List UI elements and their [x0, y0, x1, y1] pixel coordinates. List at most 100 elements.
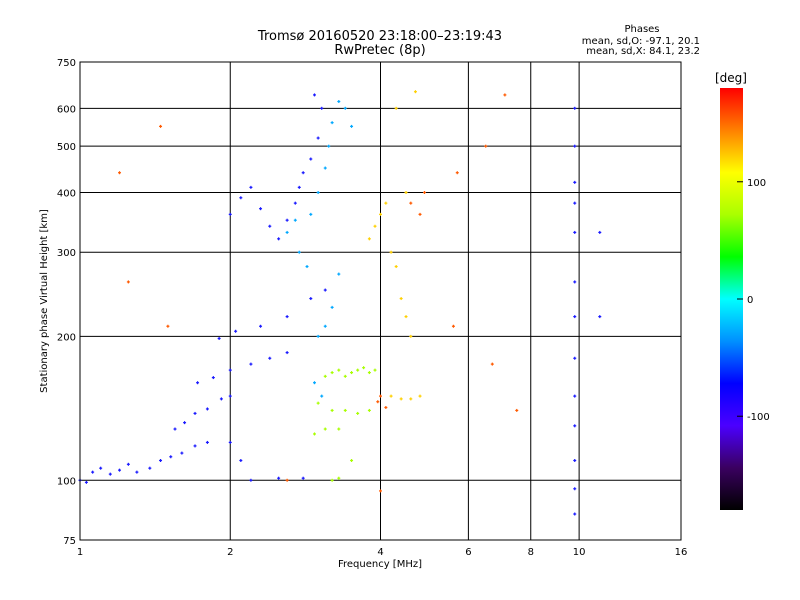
data-point	[166, 324, 170, 328]
data-point	[343, 374, 347, 378]
grid-lines	[80, 62, 681, 540]
data-point	[228, 368, 232, 372]
data-points	[78, 90, 602, 516]
y-tick-label: 75	[63, 536, 76, 547]
data-point	[293, 201, 297, 205]
data-point	[312, 381, 316, 385]
data-point	[327, 144, 331, 148]
y-tick-label: 750	[57, 58, 76, 69]
data-point	[455, 171, 459, 175]
data-point	[515, 408, 519, 412]
colorbar-unit: [deg]	[715, 71, 747, 85]
data-point	[394, 106, 398, 110]
tick-labels: 1 2 4 6 8 10 16 75 100 200 300 400 500 600 750	[57, 58, 687, 558]
data-point	[362, 366, 366, 370]
data-point	[183, 421, 187, 425]
data-point	[330, 121, 334, 125]
data-point	[337, 272, 341, 276]
data-point	[343, 408, 347, 412]
data-point	[490, 362, 494, 366]
data-point	[301, 171, 305, 175]
data-point	[573, 315, 577, 319]
stats-o-line: mean, sd,O: -97.1, 20.1	[582, 36, 700, 47]
data-point	[239, 196, 243, 200]
data-point	[379, 212, 382, 216]
data-point	[413, 90, 417, 94]
colorbar-tick-label: -100	[747, 412, 770, 423]
data-point	[249, 185, 253, 189]
data-point	[159, 458, 163, 462]
data-point	[389, 250, 393, 254]
data-point	[173, 427, 177, 431]
data-point	[573, 144, 577, 148]
data-point	[169, 455, 173, 459]
data-point	[268, 224, 272, 228]
data-point	[305, 265, 309, 269]
data-point	[323, 324, 327, 328]
colorbar-tick-label: 100	[747, 178, 766, 189]
data-point	[312, 93, 316, 97]
data-point	[249, 362, 253, 366]
data-point	[573, 280, 577, 284]
colorbar	[720, 88, 743, 510]
data-point	[293, 218, 297, 222]
x-tick-label: 4	[377, 547, 383, 558]
chart-title: Tromsø 20160520 23:18:00–23:19:43	[257, 29, 502, 44]
data-point	[211, 376, 215, 380]
data-point	[309, 212, 313, 216]
data-point	[573, 394, 577, 398]
data-point	[205, 440, 209, 444]
data-point	[316, 334, 320, 338]
y-tick-label: 500	[57, 142, 76, 153]
colorbar-ticks: 100 0 -100	[737, 178, 770, 423]
data-point	[126, 462, 130, 466]
data-point	[356, 411, 360, 415]
plot-frame	[79, 61, 682, 541]
data-point	[309, 157, 313, 161]
data-point	[228, 440, 232, 444]
data-point	[573, 106, 577, 110]
data-point	[285, 315, 289, 319]
data-point	[337, 100, 341, 104]
data-point	[330, 371, 334, 375]
data-point	[573, 458, 577, 462]
data-point	[135, 470, 139, 474]
data-point	[356, 368, 360, 372]
data-point	[316, 190, 320, 194]
data-point	[384, 405, 388, 409]
data-point	[91, 470, 95, 474]
data-point	[367, 237, 371, 241]
data-point	[219, 397, 223, 401]
data-point	[350, 458, 354, 462]
data-point	[259, 324, 263, 328]
x-tick-label: 8	[528, 547, 534, 558]
data-point	[277, 476, 281, 480]
data-point	[384, 201, 388, 205]
data-point	[312, 432, 316, 436]
data-point	[367, 408, 371, 412]
data-point	[343, 106, 347, 110]
colorbar-tick-label: 0	[747, 295, 753, 306]
data-point	[84, 480, 88, 484]
x-tick-label: 1	[77, 547, 83, 558]
data-point	[301, 476, 305, 480]
data-point	[399, 297, 403, 301]
data-point	[484, 144, 488, 148]
data-point	[573, 487, 577, 491]
data-point	[379, 489, 382, 493]
y-tick-label: 200	[57, 332, 76, 343]
data-point	[337, 476, 341, 480]
data-point	[205, 407, 209, 411]
data-point	[330, 478, 334, 482]
data-point	[323, 427, 327, 431]
data-point	[259, 207, 263, 211]
data-point	[330, 305, 334, 309]
data-point	[297, 185, 301, 189]
data-point	[285, 218, 289, 222]
data-point	[159, 124, 163, 128]
data-point	[409, 397, 413, 401]
data-point	[422, 190, 426, 194]
data-point	[573, 180, 577, 184]
y-tick-label: 300	[57, 248, 76, 259]
